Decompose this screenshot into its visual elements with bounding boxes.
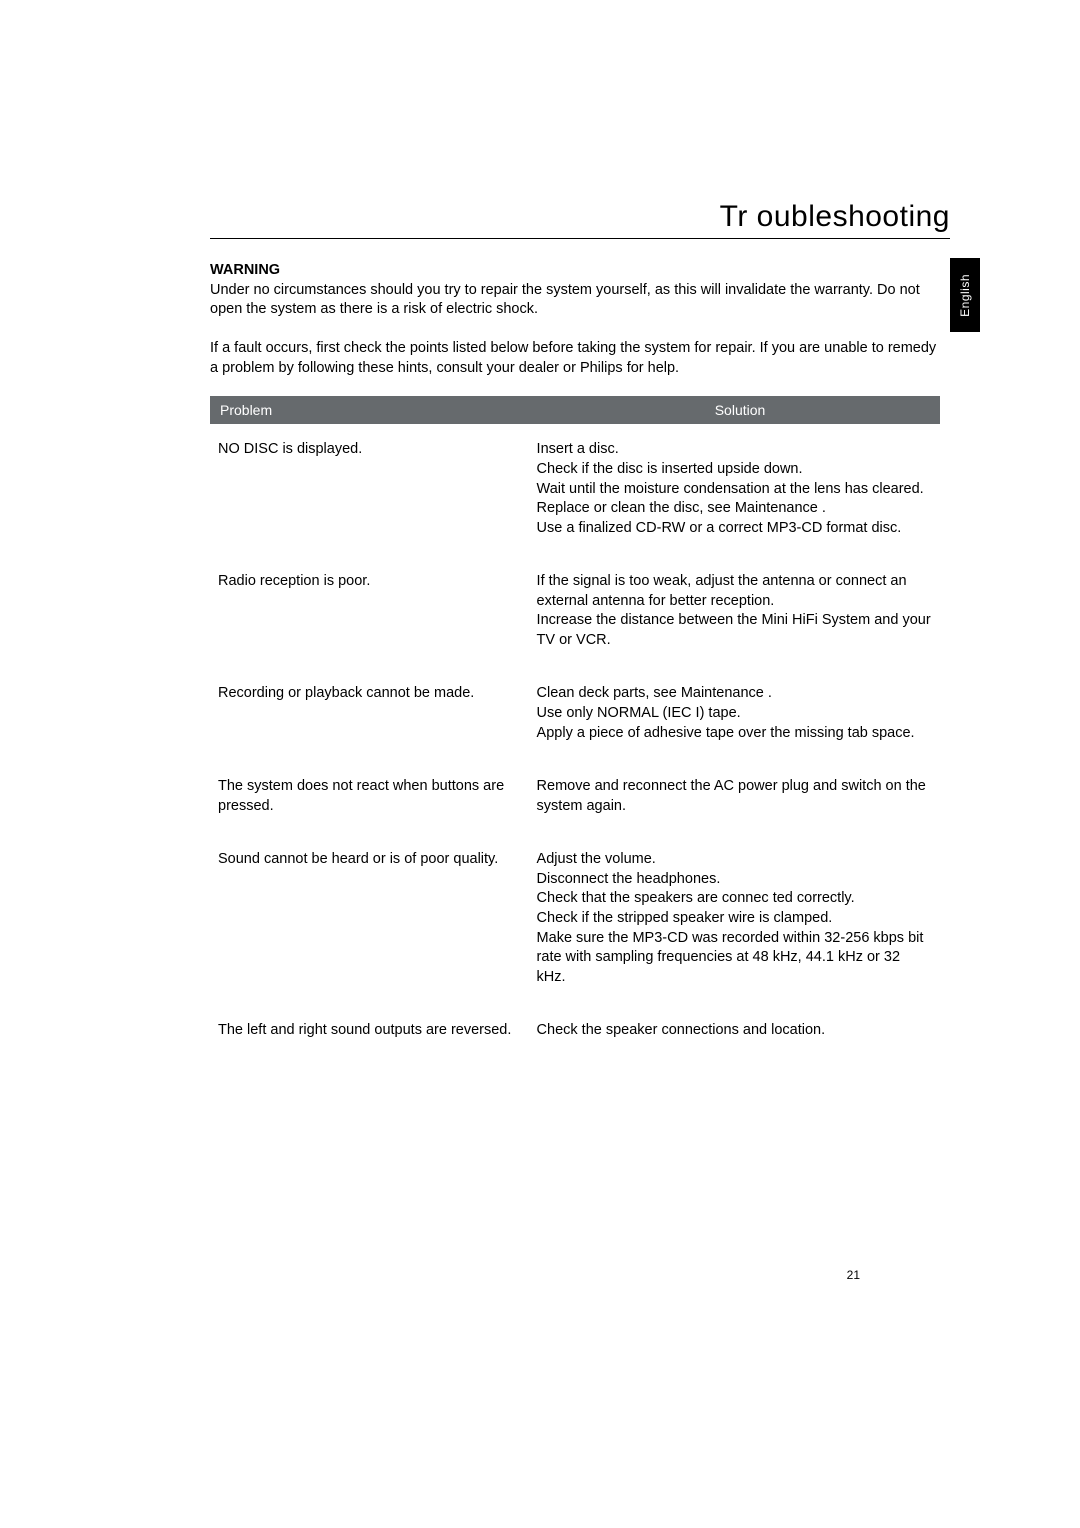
solution-cell: Adjust the volume.Disconnect the headpho… [537, 850, 932, 987]
solution-line: Apply a piece of adhesive tape over the … [537, 724, 932, 744]
solution-line: Insert a disc. [537, 440, 932, 460]
problem-cell: The left and right sound outputs are rev… [218, 1021, 537, 1041]
table-row: Recording or playback cannot be made.Cle… [210, 668, 940, 761]
solution-cell: Remove and reconnect the AC power plug a… [537, 777, 932, 816]
solution-line: Increase the distance between the Mini H… [537, 611, 932, 650]
solution-cell: Check the speaker connections and locati… [537, 1021, 932, 1041]
warning-paragraph: WARNING Under no circumstances should yo… [210, 261, 940, 320]
solution-line: Use only NORMAL (IEC I) tape. [537, 704, 932, 724]
page-title: Tr oubleshooting [210, 200, 950, 234]
solution-line: Wait until the moisture condensation at … [537, 480, 932, 500]
language-label: English [958, 274, 972, 317]
solution-line: Replace or clean the disc, see Maintenan… [537, 499, 932, 519]
solution-line: Use a finalized CD-RW or a correct MP3-C… [537, 519, 932, 539]
table-row: The left and right sound outputs are rev… [210, 1005, 940, 1059]
table-header: Problem Solution [210, 396, 940, 424]
table-row: Radio reception is poor.If the signal is… [210, 556, 940, 668]
problem-cell: Radio reception is poor. [218, 572, 537, 650]
intro-block: WARNING Under no circumstances should yo… [210, 261, 940, 378]
troubleshooting-table: Problem Solution NO DISC is displayed.In… [210, 396, 940, 1058]
solution-line: Check if the disc is inserted upside dow… [537, 460, 932, 480]
solution-line: Check that the speakers are connec ted c… [537, 889, 932, 909]
table-row: The system does not react when buttons a… [210, 761, 940, 834]
problem-cell: Sound cannot be heard or is of poor qual… [218, 850, 537, 987]
solution-line: Adjust the volume. [537, 850, 932, 870]
fault-paragraph: If a fault occurs, first check the point… [210, 339, 940, 378]
solution-cell: If the signal is too weak, adjust the an… [537, 572, 932, 650]
header-solution: Solution [540, 396, 940, 424]
table-row: NO DISC is displayed.Insert a disc.Check… [210, 424, 940, 556]
solution-cell: Clean deck parts, see Maintenance .Use o… [537, 684, 932, 743]
solution-line: Make sure the MP3-CD was recorded within… [537, 929, 932, 988]
table-body: NO DISC is displayed.Insert a disc.Check… [210, 424, 940, 1058]
language-tab: English [950, 258, 980, 332]
warning-text: Under no circumstances should you try to… [210, 282, 920, 318]
header-problem: Problem [210, 396, 540, 424]
warning-label: WARNING [210, 262, 280, 278]
solution-line: Check the speaker connections and locati… [537, 1021, 932, 1041]
problem-cell: The system does not react when buttons a… [218, 777, 537, 816]
problem-cell: NO DISC is displayed. [218, 440, 537, 538]
solution-line: Clean deck parts, see Maintenance . [537, 684, 932, 704]
solution-line: Remove and reconnect the AC power plug a… [537, 777, 932, 816]
solution-line: Check if the stripped speaker wire is cl… [537, 909, 932, 929]
solution-line: If the signal is too weak, adjust the an… [537, 572, 932, 611]
page-container: Tr oubleshooting English WARNING Under n… [0, 0, 1080, 1528]
table-row: Sound cannot be heard or is of poor qual… [210, 834, 940, 1005]
solution-cell: Insert a disc.Check if the disc is inser… [537, 440, 932, 538]
title-row: Tr oubleshooting [210, 200, 950, 239]
problem-cell: Recording or playback cannot be made. [218, 684, 537, 743]
page-number: 21 [847, 1268, 860, 1282]
solution-line: Disconnect the headphones. [537, 870, 932, 890]
